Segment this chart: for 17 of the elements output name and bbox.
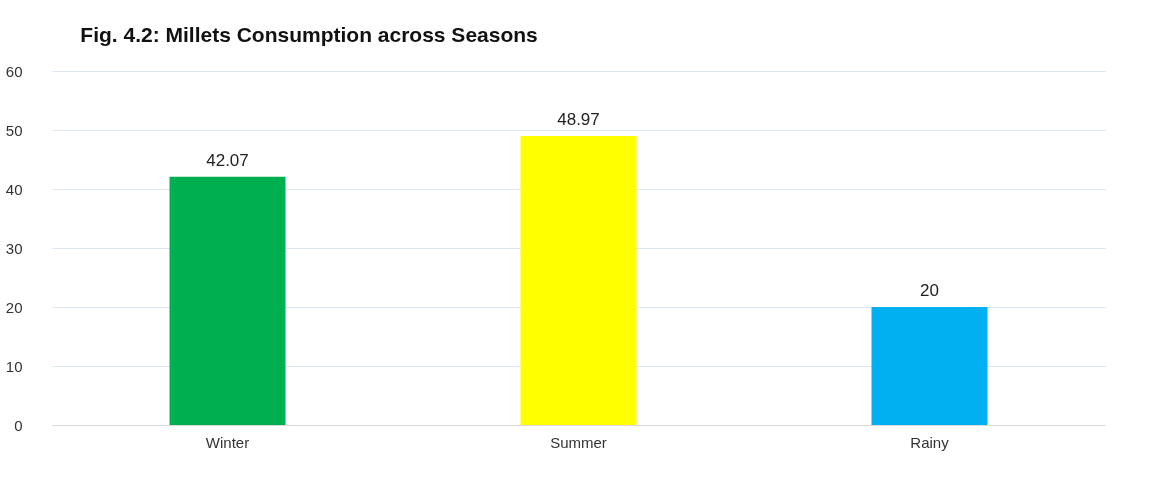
- y-tick-label: 40: [5, 180, 23, 198]
- y-tick-label: 50: [5, 121, 23, 139]
- chart-title: Fig. 4.2: Millets Consumption across Seasons: [80, 23, 538, 46]
- y-tick-label: 0: [14, 416, 23, 434]
- y-tick-label: 20: [5, 298, 23, 316]
- data-label: 48.97: [557, 110, 600, 130]
- y-tick-label: 10: [5, 357, 23, 375]
- x-tick-label: Winter: [205, 433, 250, 451]
- bar: [520, 136, 637, 425]
- bar: [871, 307, 988, 425]
- x-tick-label: Summer: [550, 433, 607, 451]
- x-tick-label: Rainy: [910, 433, 950, 451]
- bar: [169, 176, 286, 425]
- y-tick-label: 60: [5, 62, 23, 80]
- data-label: 42.07: [206, 150, 249, 170]
- y-tick-label: 30: [5, 239, 23, 257]
- data-label: 20: [920, 281, 939, 300]
